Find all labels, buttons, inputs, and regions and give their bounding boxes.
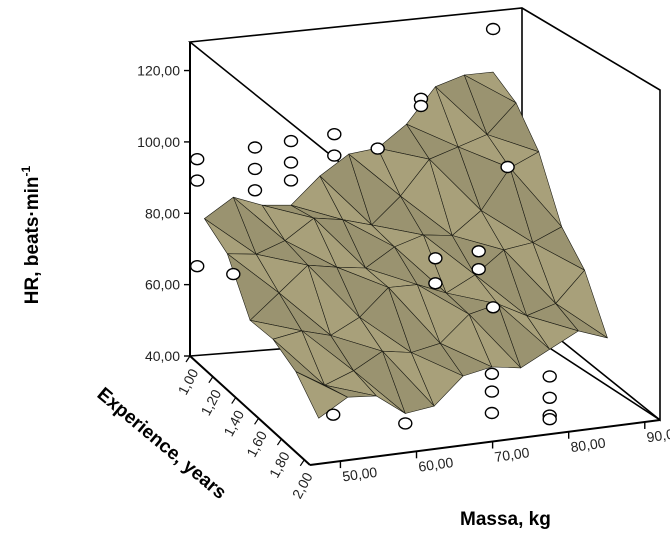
scatter-point (484, 406, 500, 420)
z-tick-label: 80,00 (145, 205, 180, 221)
y-tick-label: 1,20 (197, 386, 224, 418)
surface-facet (382, 350, 435, 414)
scatter-point (471, 263, 486, 276)
y-tick-label: 2,00 (289, 469, 316, 501)
y-tick-mark (208, 376, 214, 384)
scatter-point (283, 174, 299, 187)
scatter-point (428, 252, 443, 265)
surface-facet (497, 303, 551, 369)
surface-facet (324, 384, 377, 398)
x-axis-line (309, 419, 661, 466)
x-tick-label: 80,00 (570, 434, 607, 455)
y-tick-label: 1,40 (220, 407, 247, 439)
scatter-point (542, 391, 557, 404)
surface-facet (555, 303, 608, 339)
surface-facet (468, 313, 522, 369)
scatter-point (327, 149, 342, 162)
y-tick-mark (299, 459, 305, 467)
y-axis-line (189, 355, 311, 466)
surface-facet (295, 371, 348, 419)
scatter-point (247, 162, 263, 176)
x-axis-title: Massa, kg (460, 509, 551, 530)
z-axis-title: HR, beats·min-1 (19, 165, 43, 304)
z-tick-label: 100,00 (137, 134, 180, 150)
y-tick-mark (231, 397, 237, 404)
scatter-point (484, 367, 500, 380)
scatter-point (500, 160, 515, 174)
z-tick-label: 40,00 (145, 348, 180, 364)
z-tick-label: 60,00 (145, 277, 180, 293)
scatter-point (471, 245, 486, 258)
z-tick-label: 120,00 (137, 63, 180, 79)
surface-facet (353, 370, 406, 414)
y-tick-mark (254, 417, 260, 425)
y-tick-mark (185, 355, 191, 363)
scatter-point (189, 174, 205, 187)
scatter-point (542, 370, 557, 383)
x-tick-label: 90,00 (646, 425, 670, 446)
y-tick-label: 1,60 (243, 428, 270, 460)
scatter-point (283, 156, 299, 169)
scatter-point (247, 141, 263, 154)
scatter-point (428, 277, 443, 290)
scatter-point (189, 260, 205, 273)
surface-facet (410, 352, 464, 407)
scatter-point (484, 385, 500, 398)
x-tick-label: 60,00 (417, 454, 454, 475)
scatter-point (189, 152, 205, 166)
surface-facet (526, 315, 579, 350)
y-tick-mark (276, 438, 282, 446)
scatter-point (370, 142, 385, 155)
x-tick-label: 70,00 (493, 444, 530, 465)
scatter-points (189, 22, 557, 430)
scatter-point (283, 134, 299, 148)
scatter-point (542, 413, 557, 426)
surface-facet (439, 342, 493, 377)
scatter-point (485, 22, 501, 36)
scatter-point (226, 267, 241, 281)
surface-mesh (204, 71, 608, 419)
y-tick-label: 1,00 (175, 366, 202, 398)
scatter-point (413, 99, 429, 113)
scatter-point (485, 301, 501, 314)
x-tick-label: 50,00 (341, 464, 378, 485)
scatter-point (247, 184, 263, 197)
y-tick-label: 1,80 (266, 449, 293, 481)
tick-labels: 40,00 60,00 80,00 100,00 120,00 50,00 60,00 70,… (137, 63, 670, 502)
scatter-point (327, 127, 342, 141)
scatter-point (398, 417, 413, 430)
scatter-point (326, 408, 341, 421)
